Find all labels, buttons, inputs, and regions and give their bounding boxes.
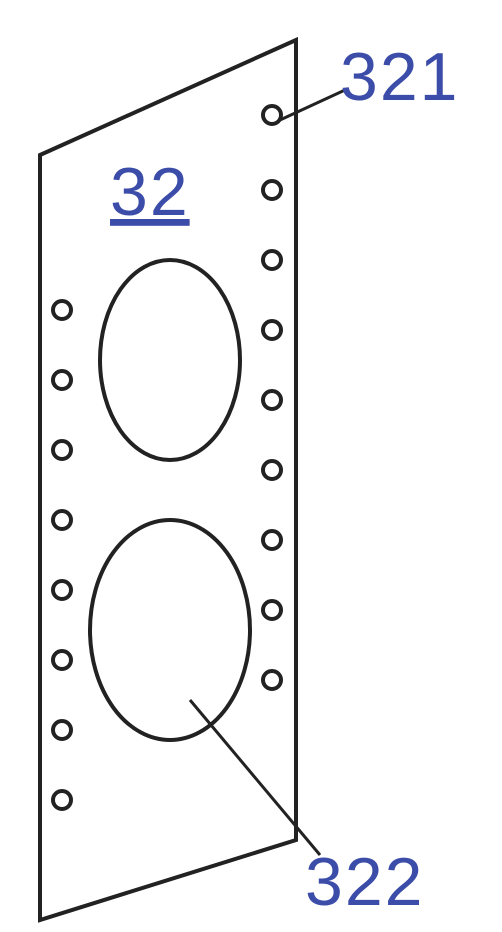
small-hole (263, 181, 281, 199)
small-hole (53, 581, 71, 599)
small-hole (263, 531, 281, 549)
leader-322 (190, 700, 320, 855)
small-hole (53, 511, 71, 529)
large-opening-top (100, 260, 240, 460)
small-hole (53, 791, 71, 809)
small-hole (53, 651, 71, 669)
small-hole (263, 106, 281, 124)
small-hole (53, 301, 71, 319)
small-hole (263, 671, 281, 689)
leader-321 (280, 90, 345, 120)
small-holes-right (263, 106, 281, 689)
small-hole (53, 371, 71, 389)
small-hole (263, 321, 281, 339)
callout-322-label: 322 (305, 844, 424, 920)
small-holes-left (53, 301, 71, 809)
small-hole (263, 391, 281, 409)
part-label: 32 (110, 154, 190, 230)
small-hole (263, 601, 281, 619)
small-hole (53, 721, 71, 739)
technical-diagram: 32 321 322 (0, 0, 502, 932)
large-opening-bottom (90, 520, 250, 740)
small-hole (263, 251, 281, 269)
callout-321-label: 321 (340, 39, 459, 115)
small-hole (53, 441, 71, 459)
small-hole (263, 461, 281, 479)
